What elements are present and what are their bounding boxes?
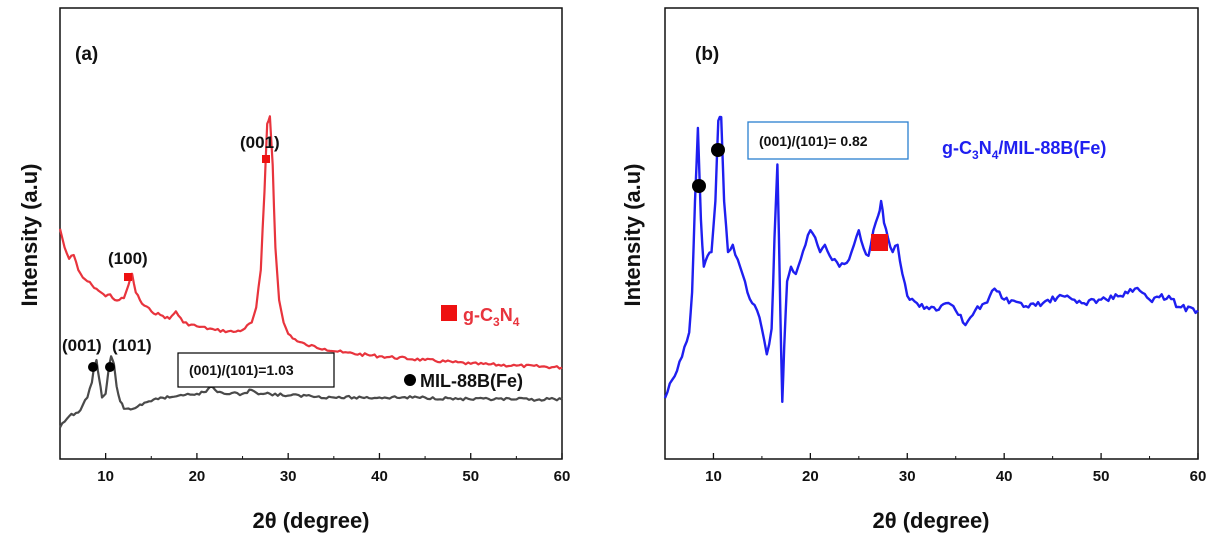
composite-peak-marker-a bbox=[692, 179, 706, 193]
mil-peak-label-001: (001) bbox=[62, 336, 102, 355]
x-tick-label: 60 bbox=[554, 468, 571, 485]
x-tick-label: 10 bbox=[97, 468, 114, 485]
x-tick-label: 40 bbox=[996, 468, 1013, 485]
gcn-peak-label-001: (001) bbox=[240, 133, 280, 152]
panel-a-label: (a) bbox=[75, 44, 98, 65]
panel-a: 10 20 30 40 50 60 (a) (001) (100) (001) (101)… bbox=[17, 7, 571, 533]
panel-b: 10 20 30 40 50 60 (b) (001)/(101)= 0.82 g-C3N… bbox=[620, 7, 1207, 533]
panel-a-xlabel: 2θ (degree) bbox=[252, 508, 369, 533]
composite-square-marker bbox=[871, 234, 888, 251]
gcn-peak-marker-100 bbox=[124, 273, 132, 281]
x-tick-label: 20 bbox=[802, 468, 819, 485]
gcn-series-line bbox=[58, 115, 563, 370]
mil-series-line bbox=[59, 355, 563, 429]
composite-legend-label: g-C3N4/MIL-88B(Fe) bbox=[942, 138, 1106, 162]
panel-b-xlabel: 2θ (degree) bbox=[872, 508, 989, 533]
x-tick-label: 30 bbox=[280, 468, 297, 485]
panel-a-ratio-box bbox=[177, 352, 335, 388]
x-tick-label: 10 bbox=[705, 468, 722, 485]
gcn-legend-label: g-C3N4 bbox=[463, 305, 520, 329]
mil-legend-label: MIL-88B(Fe) bbox=[420, 371, 523, 391]
composite-peak-marker-b bbox=[711, 143, 725, 157]
panel-b-ratio-box bbox=[747, 121, 909, 160]
composite-series-line bbox=[663, 115, 1199, 403]
gcn-peak-label-100: (100) bbox=[108, 249, 148, 268]
mil-peak-label-101: (101) bbox=[112, 336, 152, 355]
mil-legend-marker bbox=[404, 374, 416, 386]
panel-a-ratio-text: (001)/(101)=1.03 bbox=[189, 362, 294, 378]
panel-b-ratio-text: (001)/(101)= 0.82 bbox=[759, 133, 868, 149]
panel-b-label: (b) bbox=[695, 44, 719, 65]
x-tick-label: 60 bbox=[1190, 468, 1207, 485]
x-tick-label: 40 bbox=[371, 468, 388, 485]
panel-a-ylabel: Intensity (a.u) bbox=[17, 163, 42, 306]
x-tick-label: 30 bbox=[899, 468, 916, 485]
panel-a-x-ticks: 10 20 30 40 50 60 bbox=[59, 453, 571, 485]
panel-b-frame bbox=[664, 7, 1199, 460]
panel-a-frame bbox=[59, 7, 563, 460]
mil-peak-marker-101 bbox=[105, 362, 115, 372]
mil-peak-marker-001 bbox=[88, 362, 98, 372]
x-tick-label: 50 bbox=[462, 468, 479, 485]
x-tick-label: 50 bbox=[1093, 468, 1110, 485]
x-tick-label: 20 bbox=[189, 468, 206, 485]
panel-b-ylabel: Intensity (a.u) bbox=[620, 163, 645, 306]
panel-b-x-ticks: 10 20 30 40 50 60 bbox=[664, 453, 1207, 485]
gcn-legend-marker bbox=[441, 305, 457, 321]
gcn-peak-marker-001 bbox=[262, 155, 270, 163]
